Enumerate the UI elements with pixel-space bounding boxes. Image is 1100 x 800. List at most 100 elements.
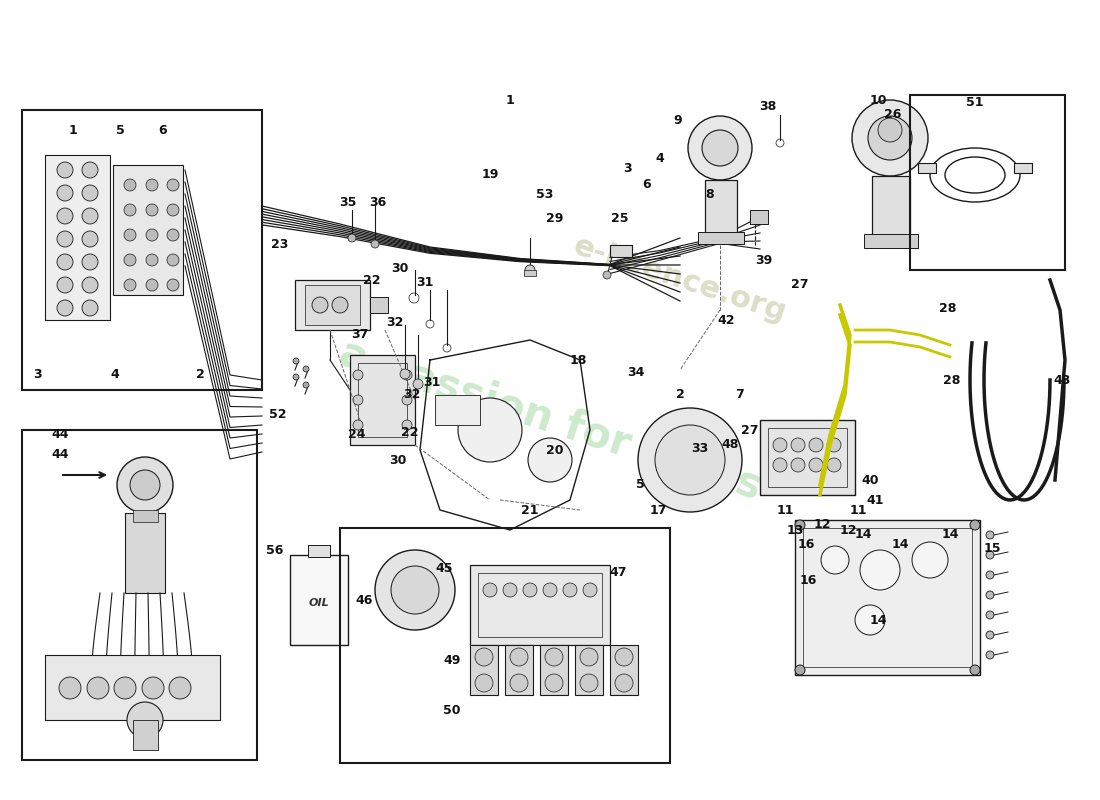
- Circle shape: [503, 583, 517, 597]
- Circle shape: [57, 231, 73, 247]
- Text: 19: 19: [482, 169, 498, 182]
- Bar: [470, 645, 498, 695]
- Text: 16: 16: [800, 574, 816, 586]
- Circle shape: [510, 674, 528, 692]
- Bar: [524, 270, 536, 276]
- Text: 41: 41: [867, 494, 883, 506]
- Circle shape: [544, 648, 563, 666]
- Text: 39: 39: [756, 254, 772, 266]
- Text: 6: 6: [158, 123, 167, 137]
- Text: 4: 4: [111, 369, 120, 382]
- Circle shape: [986, 531, 994, 539]
- Circle shape: [312, 297, 328, 313]
- Text: 13: 13: [786, 523, 804, 537]
- Text: 21: 21: [521, 503, 539, 517]
- Circle shape: [986, 551, 994, 559]
- Circle shape: [402, 395, 412, 405]
- Circle shape: [142, 677, 164, 699]
- Text: 26: 26: [884, 109, 902, 122]
- Circle shape: [124, 179, 136, 191]
- Bar: [910, 95, 1065, 270]
- Circle shape: [57, 162, 73, 178]
- Text: 16: 16: [798, 538, 815, 551]
- Circle shape: [510, 648, 528, 666]
- Circle shape: [82, 162, 98, 178]
- Text: 14: 14: [891, 538, 909, 551]
- Text: 49: 49: [443, 654, 461, 666]
- Text: a passion for parts: a passion for parts: [333, 332, 767, 508]
- Bar: [610, 245, 632, 257]
- Circle shape: [124, 204, 136, 216]
- Text: 17: 17: [649, 503, 667, 517]
- Text: 46: 46: [355, 594, 373, 606]
- Text: 40: 40: [861, 474, 879, 486]
- Text: 22: 22: [402, 426, 419, 438]
- Bar: [113, 165, 183, 295]
- Text: 48: 48: [722, 438, 739, 451]
- Circle shape: [986, 571, 994, 579]
- Bar: [340, 528, 670, 763]
- Text: 15: 15: [983, 542, 1001, 554]
- Text: 28: 28: [939, 302, 957, 314]
- Bar: [698, 232, 744, 244]
- Text: 51: 51: [966, 95, 983, 109]
- Bar: [45, 655, 220, 720]
- Text: 12: 12: [839, 523, 857, 537]
- Text: 31: 31: [424, 377, 441, 390]
- Bar: [610, 645, 638, 695]
- Bar: [872, 176, 910, 236]
- Circle shape: [146, 279, 158, 291]
- Text: 42: 42: [717, 314, 735, 326]
- Bar: [295, 280, 370, 330]
- Text: 53: 53: [537, 189, 553, 202]
- Text: e-licence.org: e-licence.org: [570, 232, 790, 328]
- Text: 7: 7: [736, 389, 745, 402]
- Circle shape: [146, 229, 158, 241]
- Circle shape: [580, 648, 598, 666]
- Circle shape: [82, 300, 98, 316]
- Bar: [864, 234, 918, 248]
- Bar: [470, 565, 610, 645]
- Bar: [803, 528, 972, 667]
- Bar: [358, 363, 407, 437]
- Circle shape: [126, 702, 163, 738]
- Circle shape: [146, 179, 158, 191]
- Circle shape: [615, 674, 632, 692]
- Circle shape: [827, 438, 842, 452]
- Bar: [133, 510, 158, 522]
- Text: 50: 50: [443, 703, 461, 717]
- Circle shape: [124, 229, 136, 241]
- Text: 37: 37: [351, 329, 369, 342]
- Text: 12: 12: [813, 518, 830, 531]
- Text: 56: 56: [266, 543, 284, 557]
- Circle shape: [855, 605, 886, 635]
- Text: 29: 29: [547, 211, 563, 225]
- Circle shape: [795, 520, 805, 530]
- Bar: [705, 180, 737, 235]
- Circle shape: [293, 358, 299, 364]
- Circle shape: [353, 370, 363, 380]
- Text: OIL: OIL: [309, 598, 329, 608]
- Circle shape: [167, 204, 179, 216]
- Text: 25: 25: [612, 211, 629, 225]
- Bar: [795, 520, 980, 675]
- Circle shape: [82, 277, 98, 293]
- Bar: [45, 155, 110, 320]
- Circle shape: [353, 420, 363, 430]
- Circle shape: [332, 297, 348, 313]
- Text: 34: 34: [627, 366, 645, 378]
- Circle shape: [146, 204, 158, 216]
- Circle shape: [773, 458, 786, 472]
- Circle shape: [87, 677, 109, 699]
- Circle shape: [57, 185, 73, 201]
- Circle shape: [791, 438, 805, 452]
- Text: 27: 27: [791, 278, 808, 291]
- Circle shape: [353, 395, 363, 405]
- Circle shape: [302, 366, 309, 372]
- Bar: [760, 420, 855, 495]
- Text: 6: 6: [642, 178, 651, 191]
- Bar: [22, 110, 262, 390]
- Circle shape: [348, 234, 356, 242]
- Circle shape: [475, 648, 493, 666]
- Circle shape: [82, 231, 98, 247]
